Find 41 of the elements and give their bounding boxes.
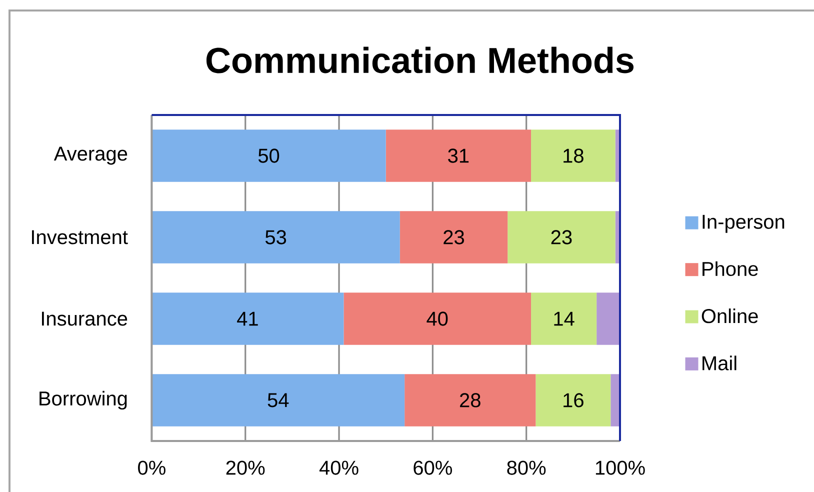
x-tick-label: 0%: [138, 460, 166, 475]
legend-label: Online: [702, 308, 758, 324]
bar: [152, 292, 344, 345]
bar: [152, 374, 405, 426]
data-label: 14: [554, 312, 574, 326]
bar: [152, 130, 386, 182]
data-label: 31: [448, 148, 469, 163]
y-tick-label: Borrowing: [40, 390, 127, 410]
data-label: 50: [258, 148, 280, 163]
y-tick-label: Insurance: [42, 312, 128, 326]
data-label: 16: [564, 393, 584, 408]
bar: [531, 130, 616, 182]
bar: [531, 292, 597, 345]
data-label: 23: [444, 230, 464, 244]
legend-label: Phone: [702, 261, 758, 276]
x-tick-label: 100%: [596, 460, 645, 475]
x-tick-label: 20%: [226, 460, 265, 475]
data-label: 53: [265, 230, 286, 244]
bar: [386, 130, 532, 182]
bar: [536, 374, 611, 426]
bar: [508, 211, 616, 264]
bar: [404, 374, 536, 426]
x-tick-label: 60%: [414, 460, 452, 475]
data-label: 40: [426, 312, 448, 326]
data-label: 41: [237, 312, 258, 326]
bar: [596, 292, 620, 345]
data-label: 28: [460, 393, 480, 408]
legend-label: Mail: [702, 356, 736, 370]
x-tick-label: 80%: [507, 460, 546, 475]
chart-title: Communication Methods: [206, 46, 634, 74]
legend-label: In-person: [702, 214, 784, 233]
data-label: 54: [268, 393, 289, 408]
y-tick-label: Average: [54, 146, 128, 165]
data-label: 18: [564, 148, 584, 163]
bar: [152, 211, 400, 264]
bar: [610, 374, 620, 426]
x-tick-label: 40%: [319, 460, 358, 475]
y-tick-label: Investment: [32, 230, 128, 244]
data-label: 23: [551, 230, 572, 244]
bar: [344, 292, 532, 345]
bar: [400, 211, 508, 264]
